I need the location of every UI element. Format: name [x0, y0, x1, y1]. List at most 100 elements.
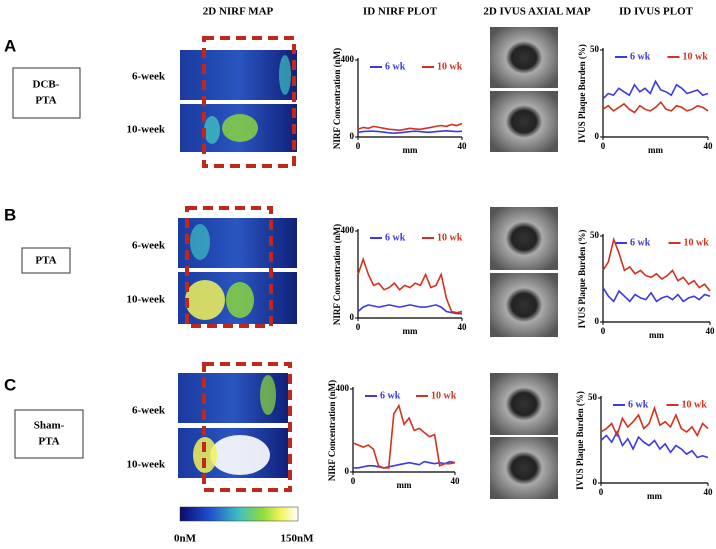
- nirf-signal: [260, 375, 276, 415]
- legend-label: 6 wk: [628, 399, 649, 410]
- nirf-map: [180, 50, 297, 100]
- data-line: [602, 287, 711, 303]
- x-axis-label: mm: [403, 145, 418, 155]
- panel-letter: C: [4, 375, 16, 394]
- nirf-signal: [204, 116, 220, 144]
- row-label: 6-week: [132, 405, 166, 417]
- group-label: Sham-: [34, 420, 65, 432]
- panel-letter: B: [4, 205, 16, 224]
- legend-label: 10 wk: [684, 237, 710, 248]
- y-tick-label: 50: [590, 44, 600, 54]
- legend-label: 6 wk: [385, 61, 406, 72]
- group-label: DCB-: [33, 79, 60, 91]
- row-label: 6-week: [132, 240, 166, 252]
- legend-label: 6 wk: [385, 232, 406, 243]
- x-tick-label: 40: [451, 476, 461, 486]
- y-tick-label: 50: [588, 392, 598, 402]
- nirf-signal: [190, 224, 210, 260]
- ivus-image: [490, 437, 558, 499]
- x-axis-label: mm: [648, 145, 663, 155]
- data-line: [600, 405, 709, 438]
- x-tick-label: 0: [601, 141, 606, 151]
- group-box: [14, 409, 84, 459]
- y-tick-label: 50: [590, 230, 600, 240]
- y-axis-label: IVUS Plaque Burden (%): [577, 44, 587, 143]
- group-label: PTA: [38, 436, 59, 448]
- data-line: [352, 403, 456, 469]
- roi-box: [202, 36, 296, 168]
- nirf-signal: [193, 437, 217, 473]
- roi-box: [185, 206, 273, 328]
- x-axis-label: mm: [397, 480, 412, 490]
- data-line: [602, 79, 709, 100]
- ivus-image: [490, 373, 558, 435]
- y-axis-label: IVUS Plaque Burden (%): [577, 230, 587, 329]
- column-header: ID NIRF PLOT: [363, 6, 438, 18]
- y-tick-label: 0: [350, 312, 355, 322]
- data-line: [357, 129, 463, 135]
- legend-label: 10 wk: [682, 399, 708, 410]
- column-header: 2D NIRF MAP: [203, 6, 274, 18]
- roi-box: [202, 362, 292, 492]
- data-line: [357, 256, 463, 314]
- legend-label: 10 wk: [431, 390, 457, 401]
- data-line: [602, 236, 711, 292]
- group-box: [12, 67, 81, 119]
- x-tick-label: 0: [356, 322, 361, 332]
- x-tick-label: 0: [356, 141, 361, 151]
- data-line: [357, 304, 462, 315]
- y-tick-label: 400: [341, 54, 355, 64]
- legend-label: 6 wk: [630, 51, 651, 62]
- legend-label: 10 wk: [437, 232, 463, 243]
- column-header: ID IVUS PLOT: [619, 6, 694, 18]
- group-label: PTA: [35, 95, 56, 107]
- y-axis-label: NIRF Concentration (nM): [327, 380, 337, 481]
- x-tick-label: 40: [704, 487, 714, 497]
- legend-label: 6 wk: [630, 237, 651, 248]
- row-label: 10-week: [127, 459, 166, 471]
- y-tick-label: 0: [595, 316, 600, 326]
- y-tick-label: 400: [336, 383, 350, 393]
- group-box: [21, 247, 71, 274]
- legend-label: 10 wk: [683, 51, 709, 62]
- colorbar-label: 150nM: [281, 533, 315, 545]
- ivus-image: [490, 207, 558, 270]
- ivus-image: [490, 273, 558, 337]
- panel-letter: A: [4, 36, 16, 55]
- y-tick-label: 0: [345, 466, 350, 476]
- x-axis-label: mm: [649, 330, 664, 340]
- group-label: PTA: [35, 255, 56, 267]
- legend-label: 10 wk: [437, 61, 463, 72]
- data-line: [353, 460, 456, 469]
- nirf-signal: [222, 114, 258, 142]
- data-line: [602, 100, 709, 114]
- row-label: 6-week: [132, 71, 166, 83]
- x-tick-label: 0: [599, 487, 604, 497]
- row-label: 10-week: [127, 294, 166, 306]
- x-tick-label: 0: [601, 326, 606, 336]
- y-tick-label: 0: [595, 131, 600, 141]
- y-tick-label: 0: [350, 131, 355, 141]
- ivus-image: [490, 91, 558, 152]
- colorbar-label: 0nM: [174, 533, 197, 545]
- ivus-image: [490, 27, 558, 88]
- y-axis-label: NIRF Concentration (nM): [332, 48, 342, 149]
- nirf-signal: [279, 55, 291, 95]
- x-axis-label: mm: [647, 491, 662, 501]
- y-tick-label: 0: [593, 477, 598, 487]
- nirf-signal: [185, 280, 225, 320]
- x-axis-label: mm: [403, 326, 418, 336]
- row-label: 10-week: [127, 124, 166, 136]
- x-tick-label: 40: [706, 326, 716, 336]
- y-tick-label: 400: [341, 225, 355, 235]
- data-line: [600, 430, 709, 459]
- data-line: [357, 122, 463, 132]
- nirf-signal: [226, 282, 254, 318]
- x-tick-label: 40: [458, 322, 468, 332]
- y-axis-label: NIRF Concentration (nM): [332, 224, 342, 325]
- legend-label: 6 wk: [380, 390, 401, 401]
- x-tick-label: 40: [458, 141, 468, 151]
- colorbar: [179, 506, 299, 522]
- y-axis-label: IVUS Plaque Burden (%): [575, 391, 585, 490]
- x-tick-label: 40: [704, 141, 714, 151]
